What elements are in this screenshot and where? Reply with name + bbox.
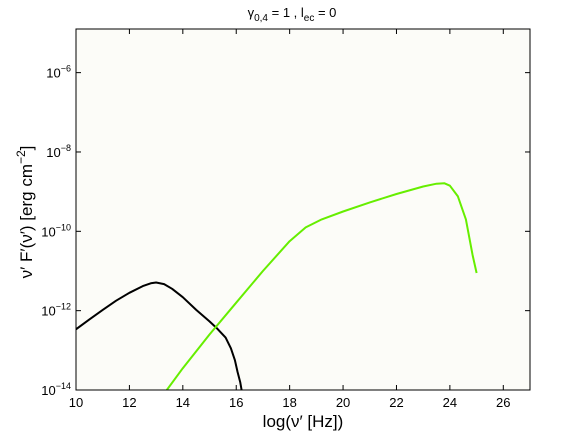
title-gamma: γ bbox=[248, 5, 255, 20]
y-tick-label: 10−6 bbox=[46, 64, 71, 81]
x-tick-label: 10 bbox=[69, 395, 83, 410]
y-tick-label: 10−12 bbox=[41, 302, 71, 319]
x-axis-label: log(ν′ [Hz]) bbox=[263, 412, 344, 431]
x-tick-label: 12 bbox=[122, 395, 136, 410]
series-line-2 bbox=[165, 182, 478, 390]
title-l-rest: = 0 bbox=[314, 5, 336, 20]
title-gamma-rest: = 1 , l bbox=[268, 5, 304, 20]
plot-area bbox=[76, 29, 530, 390]
title-l-subscript: ec bbox=[304, 13, 315, 24]
y-axis-label-superscript: −2 bbox=[14, 150, 28, 164]
x-tick-label: 18 bbox=[282, 395, 296, 410]
x-tick-label: 22 bbox=[389, 395, 403, 410]
y-tick-label: 10−10 bbox=[41, 222, 71, 239]
title-gamma-subscript: 0,4 bbox=[254, 13, 268, 24]
y-axis-ticks: 10−14 10−12 10−10 10−8 10−6 bbox=[41, 64, 530, 398]
y-tick-label: 10−8 bbox=[46, 143, 71, 160]
plot-frame bbox=[75, 28, 531, 391]
series-line-1 bbox=[76, 281, 243, 390]
x-tick-label: 16 bbox=[229, 395, 243, 410]
x-tick-label: 14 bbox=[176, 395, 190, 410]
chart-title: γ0,4 = 1 , lec = 0 bbox=[248, 5, 337, 24]
x-tick-label: 24 bbox=[443, 395, 457, 410]
y-axis-label-main: ν′ F′(ν′) [erg cm bbox=[17, 164, 36, 278]
x-tick-label: 20 bbox=[336, 395, 350, 410]
series-layer bbox=[76, 182, 478, 390]
x-tick-label: 26 bbox=[496, 395, 510, 410]
y-axis-label: ν′ F′(ν′) [erg cm−2] bbox=[14, 146, 36, 279]
x-axis-ticks: 10 12 14 16 18 20 22 24 26 bbox=[69, 29, 511, 410]
y-tick-label: 10−14 bbox=[41, 381, 71, 398]
y-axis-label-end: ] bbox=[17, 146, 36, 151]
